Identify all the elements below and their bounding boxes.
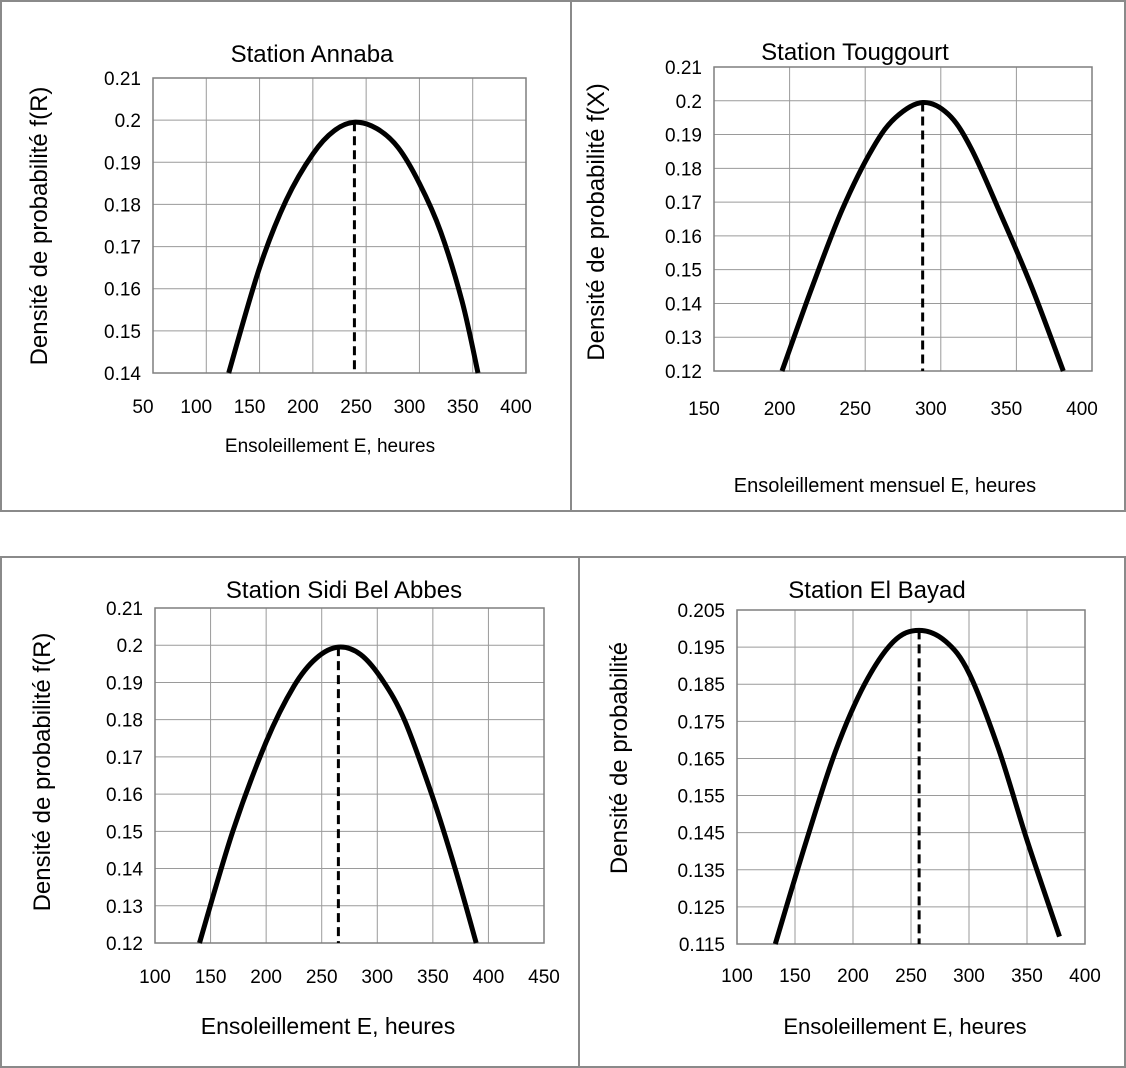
x-tick-label: 350 <box>447 397 479 418</box>
x-tick-label: 300 <box>953 966 985 987</box>
chart-el-bayad: Station El Bayad Densité de probabilité … <box>606 577 1101 1039</box>
chart-title: Station Annaba <box>231 41 394 68</box>
y-tick-label: 0.15 <box>104 322 141 343</box>
chart-title: Station Touggourt <box>761 39 949 66</box>
y-tick-label: 0.15 <box>106 822 143 843</box>
y-tick-label: 0.14 <box>106 860 143 881</box>
y-tick-label: 0.15 <box>665 261 702 282</box>
x-tick-label: 200 <box>287 397 319 418</box>
x-tick-label: 200 <box>837 966 869 987</box>
y-tick-label: 0.14 <box>104 364 141 385</box>
y-axis-label: Densité de probabilité f(R) <box>29 633 56 912</box>
panel-frame-sidi-bel-abbes <box>0 556 580 1068</box>
x-tick-label: 150 <box>688 399 720 420</box>
y-tick-label: 0.165 <box>677 749 725 770</box>
x-tick-label: 400 <box>500 397 532 418</box>
y-tick-label: 0.13 <box>106 897 143 918</box>
x-tick-label: 250 <box>306 967 338 988</box>
y-tick-label: 0.17 <box>104 238 141 259</box>
y-tick-label: 0.135 <box>677 861 725 882</box>
chart-title: Station El Bayad <box>788 577 965 604</box>
x-tick-label: 400 <box>1069 966 1101 987</box>
x-axis-label: Ensoleillement E, heures <box>225 436 435 457</box>
y-tick-label: 0.17 <box>665 193 702 214</box>
x-tick-label: 50 <box>132 397 153 418</box>
y-tick-label: 0.2 <box>117 636 143 657</box>
y-tick-label: 0.17 <box>106 748 143 769</box>
x-tick-label: 300 <box>915 399 947 420</box>
x-axis-label: Ensoleillement mensuel E, heures <box>734 475 1036 497</box>
x-axis-label: Ensoleillement E, heures <box>783 1014 1026 1039</box>
y-tick-label: 0.18 <box>104 195 141 216</box>
x-tick-label: 400 <box>473 967 505 988</box>
y-tick-label: 0.125 <box>677 898 725 919</box>
x-tick-label: 400 <box>1066 399 1098 420</box>
y-tick-label: 0.19 <box>665 126 702 147</box>
x-axis-label: Ensoleillement E, heures <box>201 1013 455 1039</box>
y-tick-label: 0.185 <box>677 675 725 696</box>
chart-annaba: Station Annaba Densité de probabilité f(… <box>26 41 532 457</box>
y-tick-label: 0.115 <box>679 935 725 956</box>
x-tick-label: 250 <box>340 397 372 418</box>
y-tick-label: 0.18 <box>665 159 702 180</box>
y-tick-label: 0.14 <box>665 294 702 315</box>
chart-touggourt: Station Touggourt Densité de probabilité… <box>583 39 1098 497</box>
x-tick-label: 100 <box>721 966 753 987</box>
y-axis-label: Densité de probabilité f(X) <box>583 83 610 360</box>
x-tick-label: 100 <box>180 397 212 418</box>
x-tick-label: 350 <box>417 967 449 988</box>
y-tick-label: 0.13 <box>665 328 702 349</box>
y-axis-label: Densité de probabilité <box>606 642 633 874</box>
y-axis-label: Densité de probabilité f(R) <box>26 87 53 366</box>
x-tick-label: 150 <box>195 967 227 988</box>
y-tick-label: 0.19 <box>104 153 141 174</box>
plot-area <box>152 77 527 374</box>
y-tick-label: 0.16 <box>104 280 141 301</box>
y-tick-label: 0.205 <box>677 601 725 622</box>
y-tick-label: 0.21 <box>106 599 143 620</box>
y-tick-label: 0.21 <box>665 58 702 79</box>
density-curve <box>197 644 479 944</box>
x-tick-label: 200 <box>764 399 796 420</box>
y-tick-label: 0.12 <box>665 362 702 383</box>
plot-area <box>736 609 1086 945</box>
x-tick-label: 250 <box>839 399 871 420</box>
y-tick-label: 0.155 <box>677 787 725 808</box>
x-tick-label: 350 <box>991 399 1023 420</box>
y-tick-label: 0.195 <box>677 638 725 659</box>
density-curve <box>226 119 481 374</box>
x-tick-label: 300 <box>361 967 393 988</box>
panel-frame-annaba <box>0 0 572 512</box>
panel-frame-touggourt <box>570 0 1126 512</box>
chart-sidi-bel-abbes: Station Sidi Bel Abbes Densité de probab… <box>29 577 560 1039</box>
y-tick-label: 0.2 <box>115 111 141 132</box>
x-tick-label: 150 <box>779 966 811 987</box>
plot-area <box>154 607 545 944</box>
y-tick-label: 0.19 <box>106 673 143 694</box>
x-tick-label: 450 <box>528 967 560 988</box>
density-curve <box>772 627 1062 945</box>
x-tick-label: 200 <box>250 967 282 988</box>
chart-title: Station Sidi Bel Abbes <box>226 577 462 604</box>
x-tick-label: 300 <box>394 397 426 418</box>
y-tick-label: 0.18 <box>106 711 143 732</box>
y-tick-label: 0.21 <box>104 69 141 90</box>
y-tick-label: 0.2 <box>676 92 702 113</box>
plot-area <box>713 66 1093 372</box>
x-tick-label: 150 <box>234 397 266 418</box>
y-tick-label: 0.12 <box>106 934 143 955</box>
x-tick-label: 250 <box>895 966 927 987</box>
x-tick-label: 350 <box>1011 966 1043 987</box>
y-tick-label: 0.175 <box>677 712 725 733</box>
y-tick-label: 0.145 <box>677 824 725 845</box>
x-tick-label: 100 <box>139 967 171 988</box>
y-tick-label: 0.16 <box>665 227 702 248</box>
y-tick-label: 0.16 <box>106 785 143 806</box>
panel-frame-el-bayad <box>578 556 1126 1068</box>
